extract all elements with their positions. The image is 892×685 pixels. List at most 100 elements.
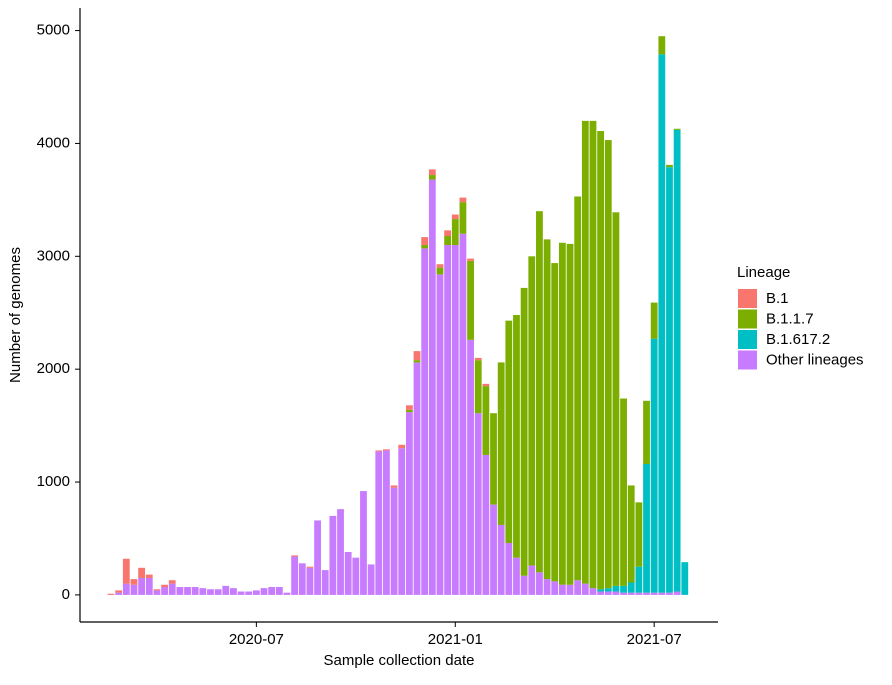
bar-segment [122,558,130,584]
bar-segment [314,520,321,595]
bar-segment [138,567,146,578]
bar-segment [620,398,627,586]
bar-segment [673,591,681,595]
bar-segment [490,413,497,505]
bar-segment [459,233,467,595]
bar-segment [658,54,666,593]
bar-segment [482,386,490,455]
bar-segment [612,585,620,592]
bar-segment [398,448,406,595]
bar-segment [237,591,245,595]
bar-segment [421,245,429,249]
bar-segment [291,555,299,557]
bar-segment [138,577,146,595]
legend-key [738,289,757,308]
bar-segment [161,584,168,588]
bar-segment [627,485,635,583]
bar-segment [451,214,459,220]
y-axis-title: Number of genomes [7,247,24,383]
bar-segment [451,245,459,595]
bar-segment [474,413,482,595]
bar-segment [597,131,605,590]
bar-segment [505,320,513,543]
bar-segment [497,362,505,525]
bar-segment [459,197,467,203]
bar-segment [597,589,605,592]
y-tick-label: 0 [62,586,70,603]
bar-segment [513,557,520,595]
bar-segment [405,412,413,595]
bar-segment [650,302,658,339]
bar-segment [528,256,536,566]
bar-segment [444,235,452,246]
bar-segment [337,509,344,595]
bar-segment [321,570,329,595]
bar-segment [482,454,490,595]
x-tick-label: 2021-01 [428,631,483,648]
bar-segment [306,566,314,568]
bar-segment [398,444,406,449]
bar-segment [122,583,130,595]
bar-segment [214,589,222,595]
bar-segment [558,584,566,595]
bar-segment [528,565,536,595]
bar-segment [643,592,650,595]
bar-segment [566,243,574,585]
bar-segment [536,572,543,595]
bar-segment [245,591,253,595]
bar-segment [405,405,413,410]
bar-segment [252,590,260,595]
bar-segment [184,587,191,595]
bar-segment [520,287,528,576]
y-tick-label: 4000 [37,134,70,151]
bar-segment [375,451,383,595]
bar-segment [581,120,589,584]
legend-title: Lineage [737,264,790,281]
bar-segment [390,487,398,595]
bar-segment [574,580,582,595]
bar-segment [474,360,482,414]
bar-segment [627,592,635,595]
bar-segment [459,202,467,234]
bar-segment [352,557,360,595]
bar-segment [604,588,612,592]
bar-segment [413,360,421,363]
bar-segment [536,211,543,573]
bar-segment [566,584,574,595]
bar-segment [482,383,490,387]
bar-segment [612,591,620,595]
bar-segment [367,564,375,595]
bar-segment [153,589,161,591]
bar-segment [589,120,597,589]
bar-segment [344,552,352,595]
bar-segment [153,590,161,595]
bar-segment [283,592,291,595]
bar-segment [467,260,474,340]
x-axis-title: Sample collection date [324,652,475,669]
bar-segment [589,588,597,595]
bar-segment [275,587,283,595]
bar-segment [115,590,123,593]
bar-segment [436,267,444,275]
bar-segment [176,587,184,595]
bar-segment [681,562,689,595]
bar-segment [222,585,230,595]
bar-segment [666,164,673,168]
bar-segment [581,583,589,595]
bar-segment [130,584,138,595]
bar-segment [306,567,314,595]
legend-key [738,350,757,370]
bar-segment [620,585,627,593]
bar-segment [161,587,168,595]
bar-segment [405,409,413,413]
bar-segment [612,212,620,586]
bar-segment [635,566,643,593]
bar-segment [390,485,398,488]
bar-segment [428,179,436,595]
bar-segment [329,515,337,595]
bar-segment [436,274,444,595]
legend-key [738,330,757,349]
bar-segment [574,196,582,581]
bar-segment [260,588,268,595]
